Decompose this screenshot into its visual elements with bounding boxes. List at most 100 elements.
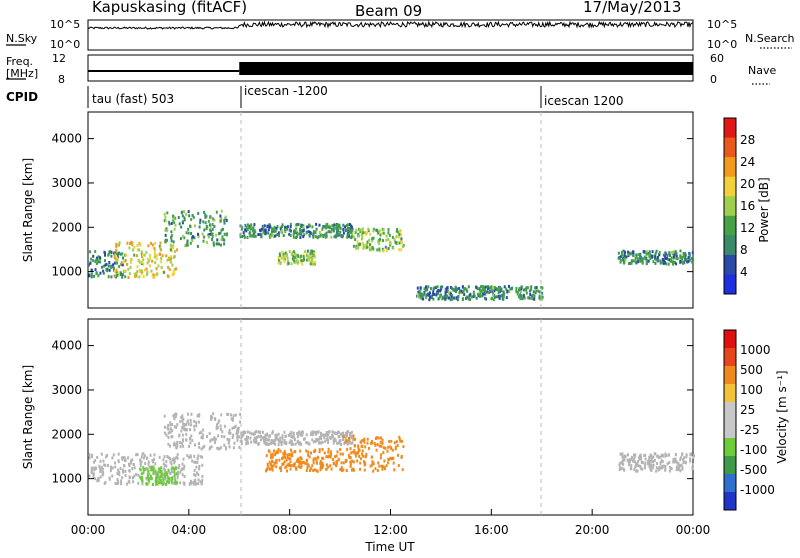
range-cell xyxy=(195,421,198,425)
range-cell xyxy=(142,452,145,456)
range-cell xyxy=(360,440,362,444)
range-cell xyxy=(284,251,287,255)
range-cell xyxy=(307,464,310,468)
range-cell xyxy=(382,249,385,253)
range-cell xyxy=(303,437,306,441)
range-cell xyxy=(140,260,143,264)
range-cell xyxy=(111,456,114,460)
range-cell xyxy=(170,435,173,439)
range-cell xyxy=(167,481,170,485)
range-cell xyxy=(114,274,117,278)
range-cell xyxy=(681,465,684,469)
range-cell xyxy=(281,457,284,460)
range-cell xyxy=(215,242,218,246)
range-cell xyxy=(327,433,330,437)
range-cell xyxy=(475,296,478,300)
range-cell xyxy=(160,248,162,252)
range-cell xyxy=(139,463,142,467)
range-cell xyxy=(198,413,201,417)
range-cell xyxy=(307,453,310,457)
range-cell xyxy=(292,254,295,258)
range-cell xyxy=(234,424,237,428)
range-cell xyxy=(289,222,292,226)
range-cell xyxy=(277,447,280,451)
range-cell xyxy=(189,418,192,422)
range-cell xyxy=(172,481,175,485)
range-cell xyxy=(300,464,303,468)
range-cell xyxy=(150,477,153,481)
range-cell xyxy=(296,431,299,435)
range-cell xyxy=(143,253,146,257)
range-cell xyxy=(137,481,140,485)
range-cell xyxy=(171,470,174,474)
range-cell xyxy=(531,294,533,298)
range-cell xyxy=(401,245,404,249)
range-cell xyxy=(318,448,321,452)
range-cell xyxy=(356,240,359,244)
range-cell xyxy=(658,467,660,471)
range-cell xyxy=(378,242,381,246)
range-cell xyxy=(152,468,154,472)
range-cell xyxy=(275,465,278,469)
range-cell xyxy=(450,292,453,296)
range-cell xyxy=(368,246,371,250)
range-cell xyxy=(362,244,365,248)
range-cell xyxy=(297,222,300,226)
range-cell xyxy=(210,415,212,418)
range-cell xyxy=(174,482,177,486)
range-cell xyxy=(243,235,246,239)
range-cell xyxy=(202,428,205,432)
range-cell xyxy=(146,476,149,480)
range-cell xyxy=(135,472,138,476)
range-cell xyxy=(395,440,398,444)
range-cell xyxy=(381,231,384,235)
range-cell xyxy=(305,433,308,437)
range-cell xyxy=(222,238,225,241)
range-cell xyxy=(674,249,677,253)
range-cell xyxy=(313,457,316,461)
range-cell xyxy=(362,231,365,235)
range-cell xyxy=(174,267,176,271)
range-cell xyxy=(95,258,98,262)
range-cell xyxy=(211,416,214,420)
range-cell xyxy=(387,445,390,449)
range-cell xyxy=(394,447,397,451)
range-cell xyxy=(344,436,347,440)
range-cell xyxy=(381,441,384,445)
range-cell xyxy=(171,263,174,267)
range-cell xyxy=(90,275,93,279)
range-cell xyxy=(691,260,694,264)
range-cell xyxy=(124,275,127,279)
range-cell xyxy=(113,261,116,265)
range-cell xyxy=(117,452,120,456)
range-cell xyxy=(232,414,235,418)
range-cell xyxy=(182,457,185,461)
range-cell xyxy=(132,480,135,484)
range-cell xyxy=(382,239,384,243)
ytick-label: 2000 xyxy=(51,220,82,234)
range-cell xyxy=(284,435,287,438)
range-cell xyxy=(146,261,149,265)
range-cell xyxy=(240,439,243,443)
range-cell xyxy=(318,450,321,454)
range-cell xyxy=(274,234,277,238)
range-cell xyxy=(195,482,198,486)
range-cell xyxy=(266,462,269,466)
range-cell xyxy=(327,438,330,442)
range-cell xyxy=(153,275,156,279)
range-cell xyxy=(160,475,162,479)
range-cell xyxy=(381,464,384,468)
range-cell xyxy=(300,259,303,263)
range-cell xyxy=(362,460,365,464)
range-cell xyxy=(307,258,310,262)
cpid-segment-1: tau (fast) 503 xyxy=(92,92,174,106)
range-cell xyxy=(176,444,179,448)
range-cell xyxy=(173,271,175,275)
range-cell xyxy=(163,270,165,274)
range-cell xyxy=(172,269,175,273)
range-cell xyxy=(140,272,143,275)
range-cell xyxy=(437,297,440,301)
range-cell xyxy=(439,285,442,289)
range-cell xyxy=(535,289,538,293)
range-cell xyxy=(283,438,286,442)
